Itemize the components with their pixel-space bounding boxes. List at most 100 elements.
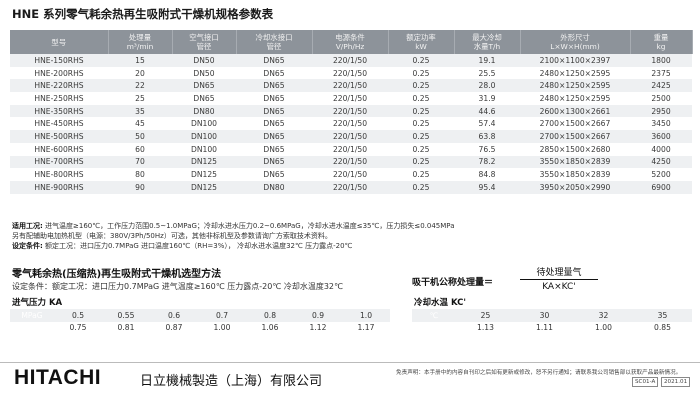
spec-header-cell: 外形尺寸 L×W×H(mm) [520, 30, 631, 54]
pressure-table: MPaG 0.5 0.55 0.6 0.7 0.8 0.9 1.0 KA 0.75 0.81 0.8… [10, 309, 390, 334]
table-cell: 1.00 [574, 321, 633, 334]
table-cell: 1.0 [342, 309, 390, 322]
table-cell: 1.11 [515, 321, 574, 334]
table-cell: 50 [108, 130, 172, 143]
spec-header-cell: 型号 [10, 30, 109, 54]
table-cell: 220/1/50 [312, 117, 388, 131]
pressure-table-heading: 进气压力 KA [12, 298, 63, 308]
spec-header-text: 空气接口 [189, 33, 219, 42]
table-row: HNE-800RHS 80 DN125 DN65 220/1/50 0.25 84.8 355… [10, 168, 692, 181]
table-cell: 2700×1500×2667 [520, 130, 630, 143]
table-cell: 2480×1250×2595 [520, 92, 630, 105]
table-cell: DN100 [172, 117, 236, 131]
spec-header-cell: 重量 kg [630, 30, 693, 54]
table-cell: DN125 [172, 168, 236, 181]
spec-header-cell: 冷却水接口 管径 [236, 30, 313, 54]
table-cell: DN65 [236, 104, 312, 118]
table-cell: 76.5 [454, 142, 520, 156]
table-cell: 0.25 [388, 130, 454, 143]
table-cell: 3600 [630, 130, 692, 143]
table-cell: 31.9 [454, 92, 520, 105]
spec-header-text: 重量 [653, 33, 669, 42]
table-cell: DN65 [236, 54, 312, 67]
spec-header-text: m³/min [126, 42, 154, 51]
table-cell: 0.25 [388, 180, 454, 194]
table-cell: 44.6 [454, 104, 520, 118]
row-label: ℃ [412, 309, 456, 322]
table-cell: 25 [456, 309, 515, 322]
table-cell: 0.25 [388, 79, 454, 93]
table-cell: 25 [108, 92, 172, 105]
table-cell: DN125 [172, 155, 236, 169]
cooling-table-heading: 冷却水温 KC' [414, 298, 467, 308]
table-cell: 25.5 [454, 66, 520, 80]
table-cell: DN100 [172, 130, 236, 143]
table-cell: 0.25 [388, 104, 454, 118]
table-row: HNE-150RHS 15 DN50 DN65 220/1/50 0.25 19.1 2100… [10, 54, 692, 67]
table-cell: 1.06 [246, 321, 294, 334]
spec-header-text: 水量T/h [473, 42, 501, 51]
selection-condition: 设定条件：额定工况：进口压力0.7MPaG 进气温度≥160℃ 压力露点-20℃… [12, 282, 343, 291]
table-cell: DN80 [172, 104, 236, 118]
table-row: HNE-220RHS 22 DN65 DN65 220/1/50 0.25 28.0 2480… [10, 79, 692, 93]
table-cell: 2950 [630, 104, 692, 118]
table-cell: 32 [574, 309, 633, 322]
spec-header-text: 电源条件 [335, 33, 365, 42]
doc-date: 2021.01 [661, 377, 691, 387]
table-cell: 0.25 [388, 142, 454, 156]
table-cell: 220/1/50 [312, 180, 388, 194]
table-cell: 63.8 [454, 130, 520, 143]
row-label: KA [10, 321, 54, 334]
table-cell: 1.17 [342, 321, 390, 334]
row-label: KC' [412, 321, 456, 334]
table-row: HNE-350RHS 35 DN80 DN65 220/1/50 0.25 44.6 2600… [10, 104, 692, 118]
table-cell: 35 [633, 309, 692, 322]
table-cell: 220/1/50 [312, 130, 388, 143]
notes-option-text: 另有配辅助电加热机型（电源：380V/3Ph/50Hz）可选，其他非标机型及参数… [12, 232, 332, 240]
spec-header-text: 外形尺寸 [560, 33, 590, 42]
table-cell: DN100 [172, 142, 236, 156]
table-cell: 15 [108, 54, 172, 67]
table-row: HNE-600RHS 60 DN100 DN65 220/1/50 0.25 76.5 285… [10, 142, 692, 156]
table-cell: 0.81 [102, 321, 150, 334]
spec-header-text: L×W×H(mm) [550, 42, 600, 51]
spec-header-text: 管径 [196, 42, 212, 51]
table-cell: 80 [108, 168, 172, 181]
table-cell: 70 [108, 155, 172, 169]
spec-table: 型号 处理量 m³/min 空气接口 管径 冷却水接口 管径 电源条件 V/Ph/Hz 额定功率 k… [10, 30, 693, 194]
table-cell: HNE-200RHS [10, 66, 108, 80]
notes-setting-text: 额定工况：进口压力0.7MPaG 进口温度160℃（RH=3%）， 冷却水进水温… [42, 242, 353, 250]
table-cell: 1800 [630, 54, 692, 67]
table-cell: 0.6 [150, 309, 198, 322]
hitachi-logo: HITACHI [14, 366, 102, 389]
table-row: HNE-700RHS 70 DN125 DN65 220/1/50 0.25 78.2 355… [10, 155, 692, 169]
table-cell: 4250 [630, 155, 692, 169]
spec-header-cell: 空气接口 管径 [172, 30, 237, 54]
spec-header-cell: 电源条件 V/Ph/Hz [312, 30, 389, 54]
spec-header-text: kg [656, 42, 666, 51]
spec-table-header: 型号 处理量 m³/min 空气接口 管径 冷却水接口 管径 电源条件 V/Ph/Hz 额定功率 k… [10, 30, 693, 54]
table-cell: 57.4 [454, 117, 520, 131]
disclaimer-text: 免责声明：本手册中的内容自刊印之后如有更新或修改，恕不另行通知；请联系我公司销售… [396, 370, 682, 376]
table-cell: 95.4 [454, 180, 520, 194]
table-row: HNE-500RHS 50 DN100 DN65 220/1/50 0.25 63.8 270… [10, 130, 692, 143]
table-cell: HNE-220RHS [10, 79, 108, 93]
pressure-row-mpag: MPaG 0.5 0.55 0.6 0.7 0.8 0.9 1.0 [10, 309, 390, 322]
table-cell: HNE-350RHS [10, 104, 108, 118]
table-row: HNE-900RHS 90 DN125 DN80 220/1/50 0.25 95.4 395… [10, 180, 692, 194]
table-cell: DN65 [236, 155, 312, 169]
spec-header-cell: 最大冷却 水量T/h [454, 30, 521, 54]
pressure-row-ka: KA 0.75 0.81 0.87 1.00 1.06 1.12 1.17 [10, 321, 390, 334]
spec-header-text: 冷却水接口 [255, 33, 293, 42]
table-cell: 0.25 [388, 54, 454, 67]
table-cell: DN50 [172, 66, 236, 80]
table-row: HNE-200RHS 20 DN50 DN65 220/1/50 0.25 25.5 2480… [10, 66, 692, 80]
table-cell: 45 [108, 117, 172, 131]
table-cell: DN65 [236, 168, 312, 181]
spec-header-text: 处理量 [128, 33, 152, 42]
table-cell: 4000 [630, 142, 692, 156]
table-row: HNE-450RHS 45 DN100 DN65 220/1/50 0.25 57.4 270… [10, 117, 692, 131]
cooling-row-kc: KC' 1.13 1.11 1.00 0.85 [412, 321, 692, 334]
table-cell: 220/1/50 [312, 168, 388, 181]
row-label: MPaG [10, 309, 54, 322]
